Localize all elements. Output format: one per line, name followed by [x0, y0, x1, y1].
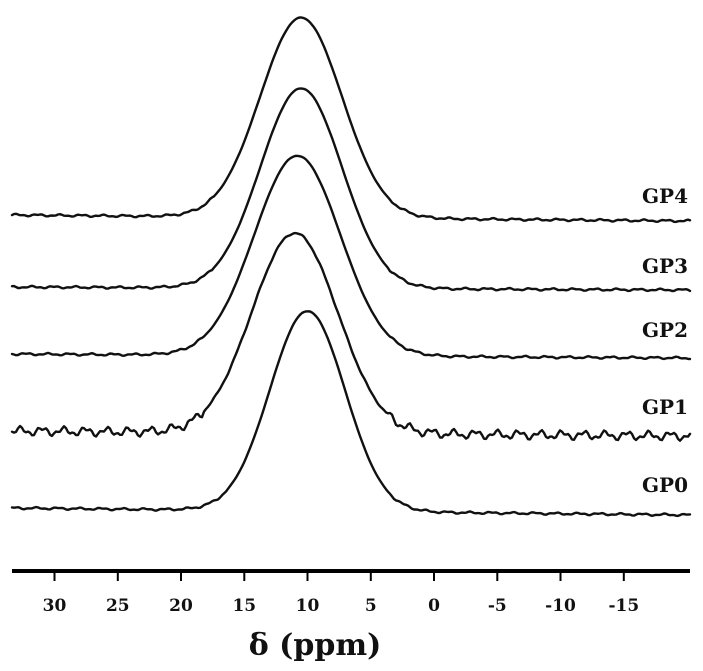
spectra-traces [10, 16, 692, 518]
spectrum-trace-gp2 [10, 154, 692, 361]
x-tick-label: 25 [106, 596, 130, 616]
series-label-gp3: GP3 [642, 254, 688, 278]
x-tick-label: -15 [608, 596, 639, 616]
x-tick-label: 20 [169, 596, 193, 616]
series-label-gp4: GP4 [642, 184, 688, 208]
spectrum-trace-gp1 [10, 231, 692, 442]
spectrum-trace-gp3 [10, 87, 692, 293]
x-tick-label: 0 [428, 596, 440, 616]
series-label-gp2: GP2 [642, 318, 688, 342]
spectrum-trace-gp0 [10, 310, 692, 518]
x-tick-label: 5 [365, 596, 377, 616]
x-tick-label: 15 [232, 596, 256, 616]
spectrum-trace-gp4 [10, 16, 692, 224]
x-axis-title: δ (ppm) [249, 628, 382, 663]
series-label-gp1: GP1 [642, 395, 688, 419]
x-tick-label: -10 [545, 596, 576, 616]
x-tick-label: -5 [488, 596, 507, 616]
x-tick-label: 30 [43, 596, 67, 616]
series-label-gp0: GP0 [642, 473, 688, 497]
x-tick-label: 10 [296, 596, 320, 616]
series-labels: GP4 GP3 GP2 GP1 GP0 [642, 184, 688, 497]
x-axis: 30 25 20 15 10 5 0 -5 -10 -15 [12, 569, 690, 616]
